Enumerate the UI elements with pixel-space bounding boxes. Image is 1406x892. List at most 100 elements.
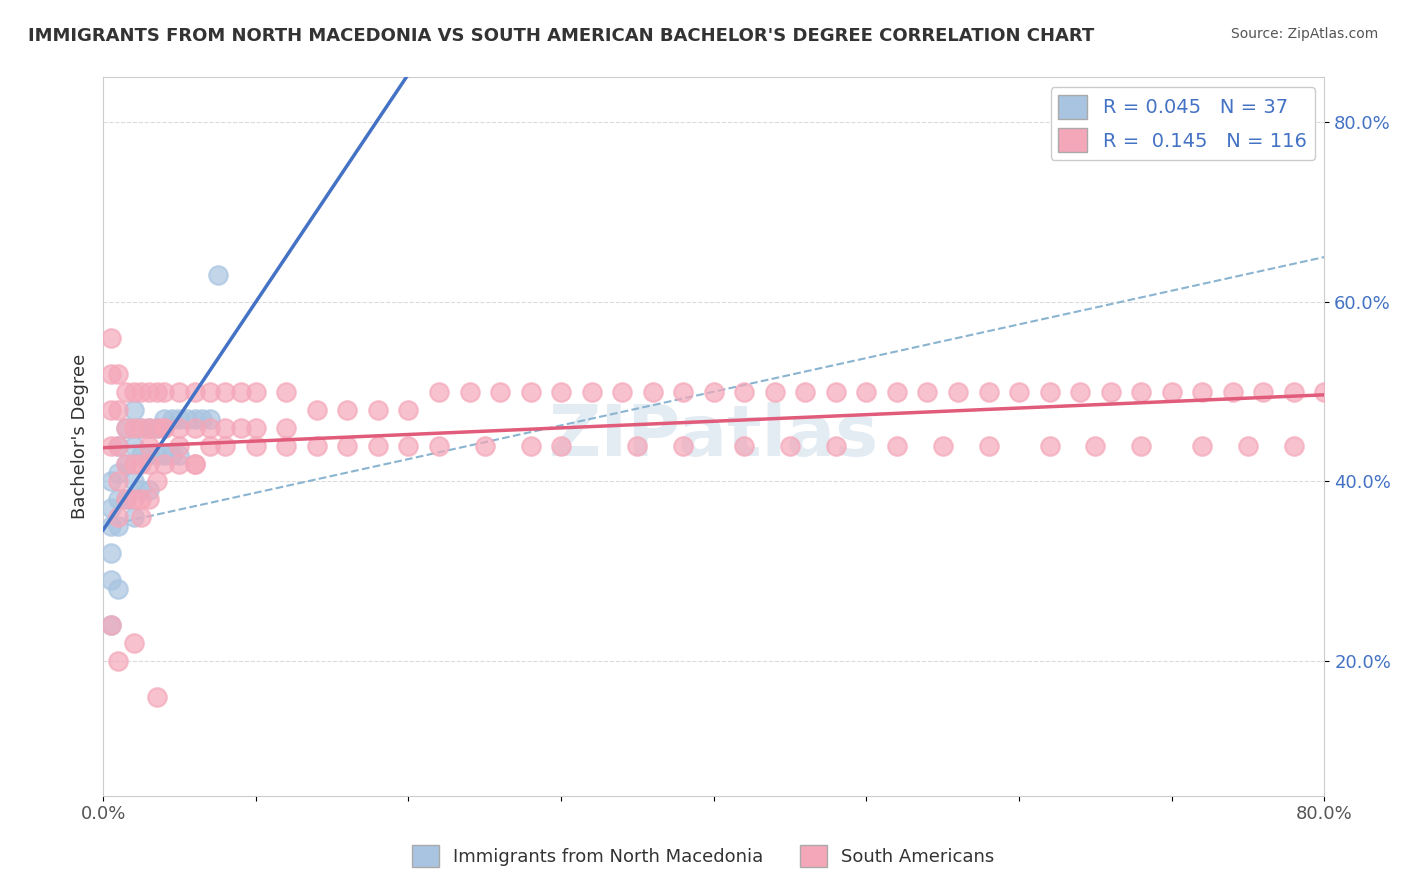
Point — [1160, 384, 1182, 399]
Point — [145, 475, 167, 489]
Point — [198, 384, 221, 399]
Point — [305, 402, 328, 417]
Point — [1039, 384, 1062, 399]
Point — [626, 439, 648, 453]
Text: ZIPatlas: ZIPatlas — [548, 402, 879, 471]
Point — [122, 636, 145, 650]
Point — [183, 457, 205, 471]
Point — [733, 384, 755, 399]
Point — [550, 384, 572, 399]
Point — [1313, 384, 1336, 399]
Point — [229, 384, 252, 399]
Point — [855, 384, 877, 399]
Point — [641, 384, 664, 399]
Point — [458, 384, 481, 399]
Point — [100, 546, 122, 560]
Point — [138, 420, 160, 434]
Point — [138, 457, 160, 471]
Point — [160, 411, 183, 425]
Point — [138, 448, 160, 462]
Point — [946, 384, 969, 399]
Point — [779, 439, 801, 453]
Point — [1039, 439, 1062, 453]
Point — [176, 411, 198, 425]
Point — [245, 420, 267, 434]
Point — [115, 457, 138, 471]
Point — [129, 510, 152, 524]
Point — [122, 475, 145, 489]
Point — [886, 439, 908, 453]
Legend: R = 0.045   N = 37, R =  0.145   N = 116: R = 0.045 N = 37, R = 0.145 N = 116 — [1050, 87, 1315, 160]
Point — [276, 384, 298, 399]
Point — [138, 483, 160, 498]
Point — [145, 420, 167, 434]
Point — [129, 420, 152, 434]
Point — [100, 439, 122, 453]
Point — [107, 402, 129, 417]
Point — [427, 384, 450, 399]
Point — [100, 501, 122, 516]
Point — [122, 402, 145, 417]
Point — [169, 420, 191, 434]
Point — [138, 492, 160, 507]
Point — [825, 384, 848, 399]
Point — [198, 411, 221, 425]
Point — [153, 411, 176, 425]
Point — [107, 439, 129, 453]
Point — [129, 448, 152, 462]
Point — [129, 420, 152, 434]
Point — [100, 367, 122, 381]
Point — [612, 384, 634, 399]
Y-axis label: Bachelor's Degree: Bachelor's Degree — [72, 354, 89, 519]
Point — [145, 384, 167, 399]
Point — [1008, 384, 1031, 399]
Point — [1222, 384, 1244, 399]
Point — [550, 439, 572, 453]
Point — [122, 439, 145, 453]
Point — [672, 384, 695, 399]
Point — [107, 519, 129, 533]
Point — [474, 439, 496, 453]
Point — [138, 439, 160, 453]
Point — [1130, 384, 1153, 399]
Point — [153, 448, 176, 462]
Point — [305, 439, 328, 453]
Point — [107, 582, 129, 597]
Point — [100, 475, 122, 489]
Point — [214, 420, 236, 434]
Point — [1282, 384, 1305, 399]
Point — [276, 439, 298, 453]
Point — [183, 411, 205, 425]
Point — [153, 420, 176, 434]
Point — [367, 439, 389, 453]
Point — [1237, 439, 1260, 453]
Point — [207, 268, 229, 282]
Point — [977, 384, 1000, 399]
Point — [153, 384, 176, 399]
Point — [336, 439, 359, 453]
Point — [763, 384, 786, 399]
Point — [100, 519, 122, 533]
Point — [122, 510, 145, 524]
Point — [581, 384, 603, 399]
Point — [115, 420, 138, 434]
Point — [169, 448, 191, 462]
Point — [932, 439, 955, 453]
Point — [1282, 439, 1305, 453]
Point — [169, 457, 191, 471]
Point — [191, 411, 214, 425]
Point — [733, 439, 755, 453]
Point — [1253, 384, 1275, 399]
Point — [1191, 439, 1213, 453]
Point — [100, 402, 122, 417]
Point — [107, 654, 129, 668]
Point — [122, 384, 145, 399]
Point — [336, 402, 359, 417]
Point — [198, 439, 221, 453]
Point — [145, 690, 167, 704]
Point — [122, 420, 145, 434]
Point — [427, 439, 450, 453]
Point — [276, 420, 298, 434]
Point — [398, 439, 420, 453]
Point — [169, 411, 191, 425]
